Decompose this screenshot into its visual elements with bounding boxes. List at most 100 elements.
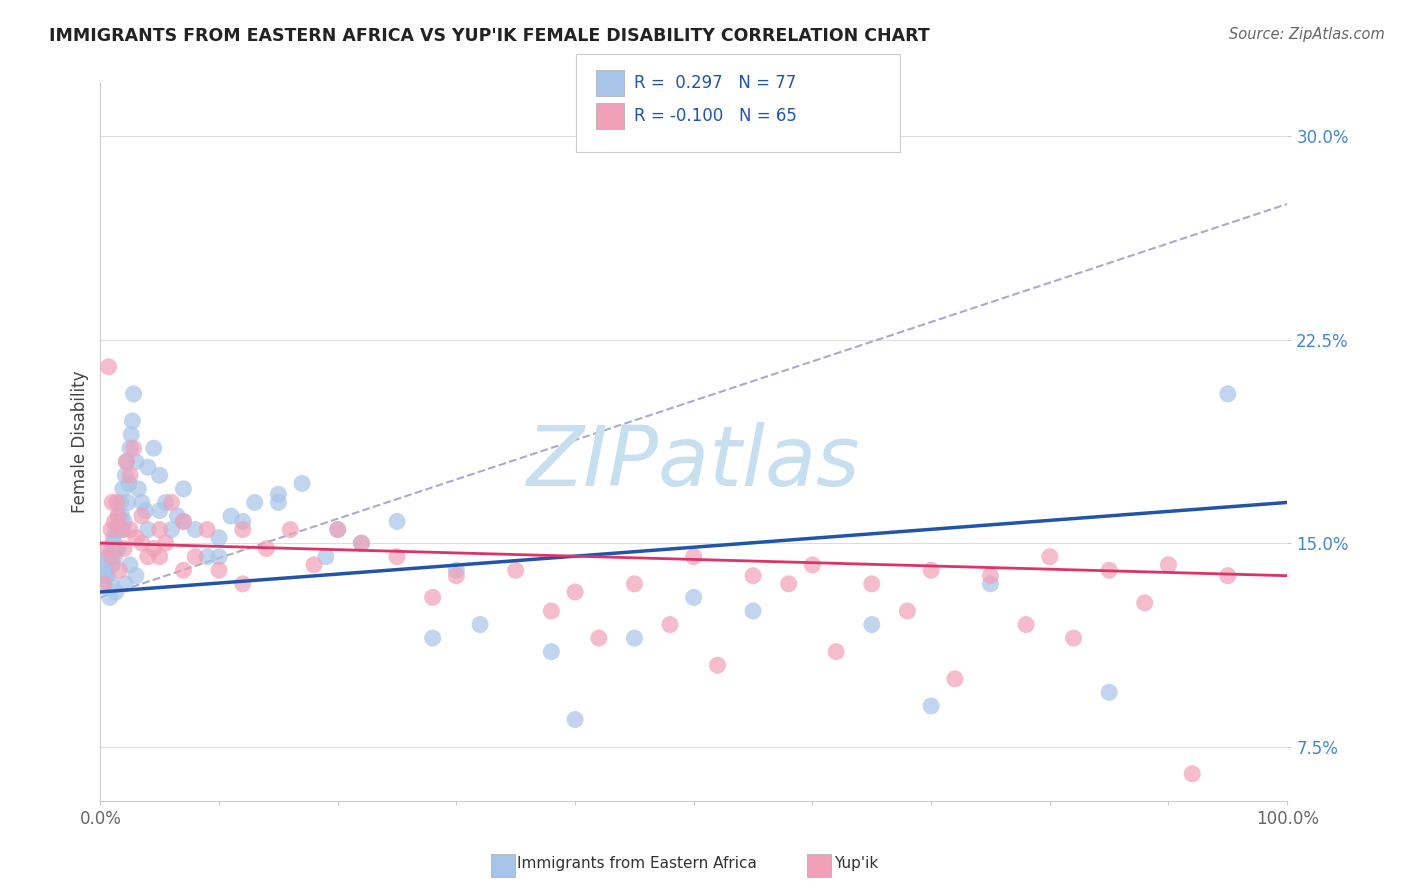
Point <box>172 563 194 577</box>
Point <box>114 468 136 483</box>
Point <box>155 495 177 509</box>
Point <box>1063 631 1085 645</box>
Point <box>115 455 138 469</box>
Point <box>100 523 122 537</box>
Point <box>706 658 728 673</box>
Point <box>115 455 138 469</box>
Point <box>326 523 349 537</box>
Point <box>860 577 883 591</box>
Point <box>131 536 153 550</box>
Point <box>118 476 141 491</box>
Point <box>172 515 194 529</box>
Point <box>1039 549 1062 564</box>
Point <box>118 441 141 455</box>
Point <box>267 487 290 501</box>
Point <box>682 549 704 564</box>
Point <box>385 549 408 564</box>
Point <box>96 568 118 582</box>
Point <box>172 515 194 529</box>
Text: Source: ZipAtlas.com: Source: ZipAtlas.com <box>1229 27 1385 42</box>
Point <box>232 577 254 591</box>
Point <box>101 541 124 556</box>
Point <box>920 563 942 577</box>
Point <box>1181 766 1204 780</box>
Point <box>422 631 444 645</box>
Point <box>446 563 468 577</box>
Point <box>149 549 172 564</box>
Point <box>97 359 120 374</box>
Point <box>256 541 278 556</box>
Point <box>505 563 527 577</box>
Point <box>659 617 682 632</box>
Point <box>682 591 704 605</box>
Point <box>149 503 172 517</box>
Point <box>302 558 325 572</box>
Point <box>104 549 127 564</box>
Point <box>446 568 468 582</box>
Y-axis label: Female Disability: Female Disability <box>72 370 89 513</box>
Point <box>120 427 142 442</box>
Point <box>121 414 143 428</box>
Point <box>122 387 145 401</box>
Point <box>101 495 124 509</box>
Point <box>96 558 118 572</box>
Point <box>134 503 156 517</box>
Point <box>564 713 586 727</box>
Point <box>125 455 148 469</box>
Point <box>1216 568 1239 582</box>
Point <box>105 495 128 509</box>
Point <box>142 541 165 556</box>
Point <box>422 591 444 605</box>
Point <box>208 531 231 545</box>
Point <box>801 558 824 572</box>
Point <box>315 549 337 564</box>
Point <box>825 645 848 659</box>
Point <box>385 515 408 529</box>
Point <box>588 631 610 645</box>
Point <box>160 495 183 509</box>
Point <box>623 577 645 591</box>
Point <box>111 508 134 523</box>
Point <box>943 672 966 686</box>
Point <box>118 523 141 537</box>
Point <box>131 495 153 509</box>
Point <box>1098 563 1121 577</box>
Point <box>979 568 1001 582</box>
Point <box>860 617 883 632</box>
Point <box>232 523 254 537</box>
Point <box>267 495 290 509</box>
Point <box>243 495 266 509</box>
Point <box>105 541 128 556</box>
Point <box>103 536 125 550</box>
Point <box>96 568 118 582</box>
Point <box>125 568 148 582</box>
Point <box>101 549 124 564</box>
Point <box>103 531 125 545</box>
Point <box>184 549 207 564</box>
Point <box>118 468 141 483</box>
Point <box>101 558 124 572</box>
Point <box>979 577 1001 591</box>
Point <box>127 482 149 496</box>
Point <box>104 585 127 599</box>
Point <box>166 508 188 523</box>
Point <box>112 541 135 556</box>
Point <box>94 563 117 577</box>
Point <box>1098 685 1121 699</box>
Text: R =  0.297   N = 77: R = 0.297 N = 77 <box>634 74 796 92</box>
Point <box>104 515 127 529</box>
Point <box>131 508 153 523</box>
Point <box>208 549 231 564</box>
Point <box>195 549 218 564</box>
Point <box>104 523 127 537</box>
Point <box>920 698 942 713</box>
Text: IMMIGRANTS FROM EASTERN AFRICA VS YUP'IK FEMALE DISABILITY CORRELATION CHART: IMMIGRANTS FROM EASTERN AFRICA VS YUP'IK… <box>49 27 929 45</box>
Point <box>96 541 118 556</box>
Point <box>232 515 254 529</box>
Point <box>1157 558 1180 572</box>
Point <box>208 563 231 577</box>
Point <box>778 577 800 591</box>
Point <box>93 577 115 591</box>
Point <box>136 460 159 475</box>
Point <box>172 482 194 496</box>
